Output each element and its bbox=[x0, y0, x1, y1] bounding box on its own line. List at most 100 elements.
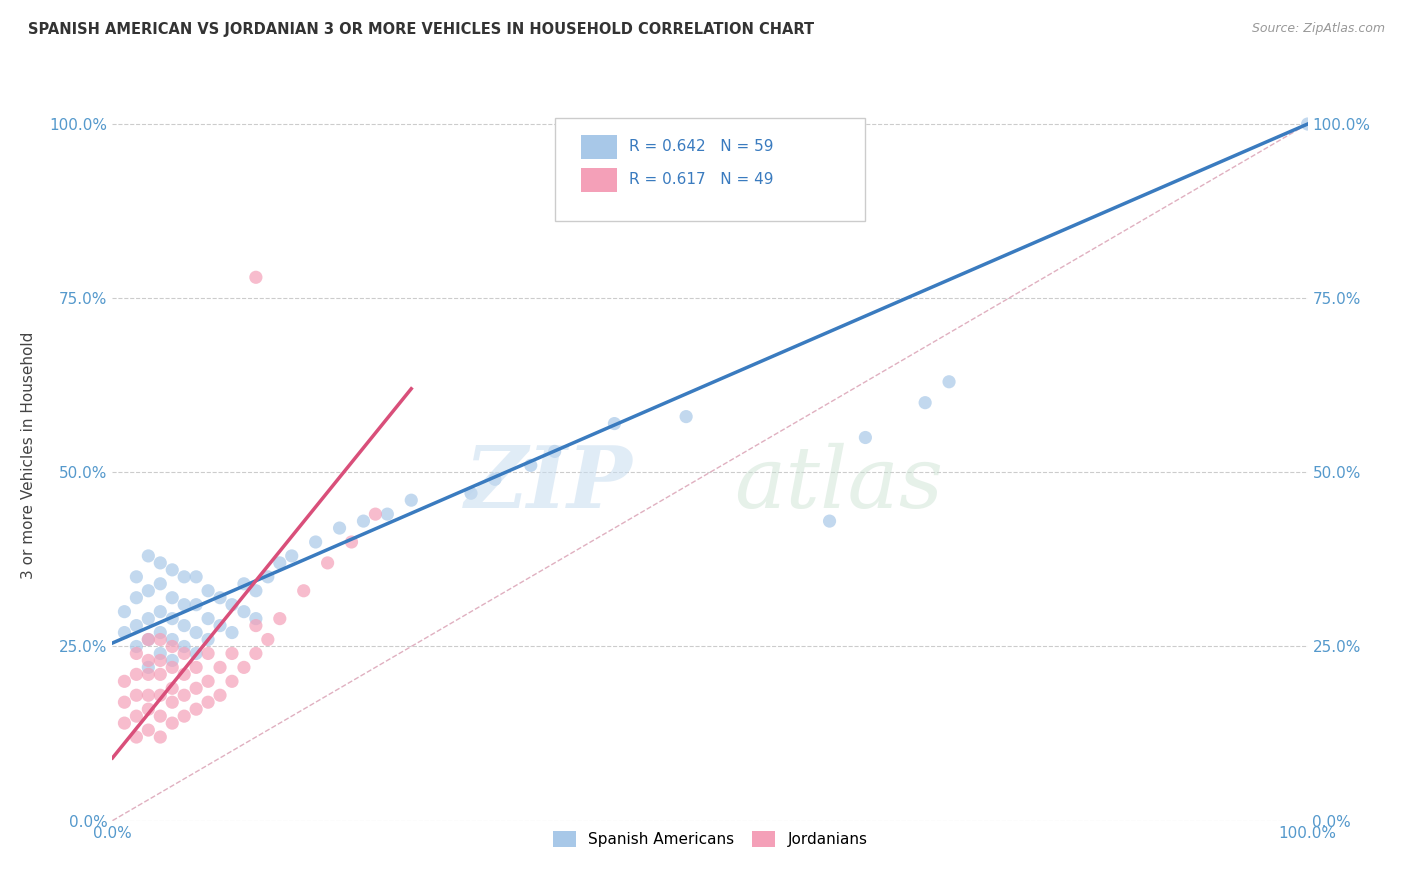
Point bbox=[269, 612, 291, 626]
Point bbox=[114, 605, 135, 619]
Point bbox=[197, 632, 219, 647]
Point bbox=[125, 667, 148, 681]
Point bbox=[305, 535, 328, 549]
Point bbox=[364, 507, 387, 521]
Point bbox=[186, 598, 208, 612]
Point bbox=[125, 618, 148, 632]
Point bbox=[603, 417, 626, 431]
Point bbox=[245, 618, 267, 632]
Point bbox=[329, 521, 352, 535]
Point bbox=[245, 647, 267, 661]
Point bbox=[173, 618, 195, 632]
Point bbox=[125, 730, 148, 744]
Point bbox=[125, 570, 148, 584]
Point bbox=[186, 570, 208, 584]
Point bbox=[138, 612, 160, 626]
Point bbox=[149, 632, 172, 647]
Point bbox=[149, 647, 172, 661]
FancyBboxPatch shape bbox=[581, 169, 617, 192]
Point bbox=[186, 660, 208, 674]
Text: atlas: atlas bbox=[734, 442, 943, 525]
Point bbox=[114, 695, 135, 709]
Point bbox=[125, 709, 148, 723]
Point bbox=[855, 430, 877, 444]
Point bbox=[292, 583, 315, 598]
Point bbox=[197, 583, 219, 598]
Text: Source: ZipAtlas.com: Source: ZipAtlas.com bbox=[1251, 22, 1385, 36]
Point bbox=[162, 612, 183, 626]
Point bbox=[257, 570, 280, 584]
Point bbox=[233, 660, 256, 674]
Point bbox=[162, 660, 183, 674]
Point bbox=[197, 612, 219, 626]
Point bbox=[162, 653, 183, 667]
Point bbox=[1296, 117, 1319, 131]
Point bbox=[460, 486, 482, 500]
Point bbox=[125, 640, 148, 654]
Point bbox=[149, 709, 172, 723]
Point bbox=[209, 591, 232, 605]
Point bbox=[221, 674, 243, 689]
Point bbox=[173, 640, 195, 654]
Point bbox=[675, 409, 697, 424]
Point bbox=[352, 514, 374, 528]
Point bbox=[125, 688, 148, 702]
Point bbox=[209, 688, 232, 702]
Point bbox=[149, 556, 172, 570]
Point bbox=[209, 660, 232, 674]
Point bbox=[173, 709, 195, 723]
Point bbox=[149, 605, 172, 619]
Point bbox=[173, 570, 195, 584]
Point bbox=[138, 632, 160, 647]
Y-axis label: 3 or more Vehicles in Household: 3 or more Vehicles in Household bbox=[21, 331, 35, 579]
Point bbox=[401, 493, 423, 508]
Point bbox=[186, 681, 208, 696]
Point bbox=[197, 674, 219, 689]
Point bbox=[138, 723, 160, 737]
Legend: Spanish Americans, Jordanians: Spanish Americans, Jordanians bbox=[547, 825, 873, 854]
Text: ZIP: ZIP bbox=[464, 442, 633, 526]
Point bbox=[149, 653, 172, 667]
Point bbox=[138, 653, 160, 667]
Text: SPANISH AMERICAN VS JORDANIAN 3 OR MORE VEHICLES IN HOUSEHOLD CORRELATION CHART: SPANISH AMERICAN VS JORDANIAN 3 OR MORE … bbox=[28, 22, 814, 37]
Point bbox=[233, 605, 256, 619]
Point bbox=[138, 660, 160, 674]
Point bbox=[114, 625, 135, 640]
Point bbox=[221, 598, 243, 612]
Point bbox=[114, 716, 135, 731]
Point bbox=[173, 598, 195, 612]
Point bbox=[340, 535, 363, 549]
Point bbox=[484, 472, 506, 486]
Point bbox=[316, 556, 339, 570]
Point bbox=[149, 576, 172, 591]
Point bbox=[377, 507, 399, 521]
Point bbox=[149, 625, 172, 640]
Point bbox=[125, 591, 148, 605]
Point bbox=[186, 702, 208, 716]
Text: R = 0.617   N = 49: R = 0.617 N = 49 bbox=[628, 172, 773, 187]
Point bbox=[186, 647, 208, 661]
Point bbox=[114, 674, 135, 689]
Point bbox=[245, 612, 267, 626]
FancyBboxPatch shape bbox=[554, 119, 866, 221]
Point bbox=[186, 625, 208, 640]
Point bbox=[138, 583, 160, 598]
Point bbox=[938, 375, 960, 389]
Point bbox=[209, 618, 232, 632]
Point bbox=[138, 549, 160, 563]
Point bbox=[543, 444, 565, 458]
Point bbox=[914, 395, 936, 409]
Point bbox=[245, 270, 267, 285]
FancyBboxPatch shape bbox=[581, 136, 617, 159]
Point bbox=[233, 576, 256, 591]
Point bbox=[173, 688, 195, 702]
Point bbox=[149, 730, 172, 744]
Point bbox=[138, 667, 160, 681]
Point bbox=[281, 549, 304, 563]
Point bbox=[162, 591, 183, 605]
Point bbox=[257, 632, 280, 647]
Point bbox=[162, 632, 183, 647]
Point bbox=[149, 667, 172, 681]
Point bbox=[245, 583, 267, 598]
Point bbox=[520, 458, 543, 473]
